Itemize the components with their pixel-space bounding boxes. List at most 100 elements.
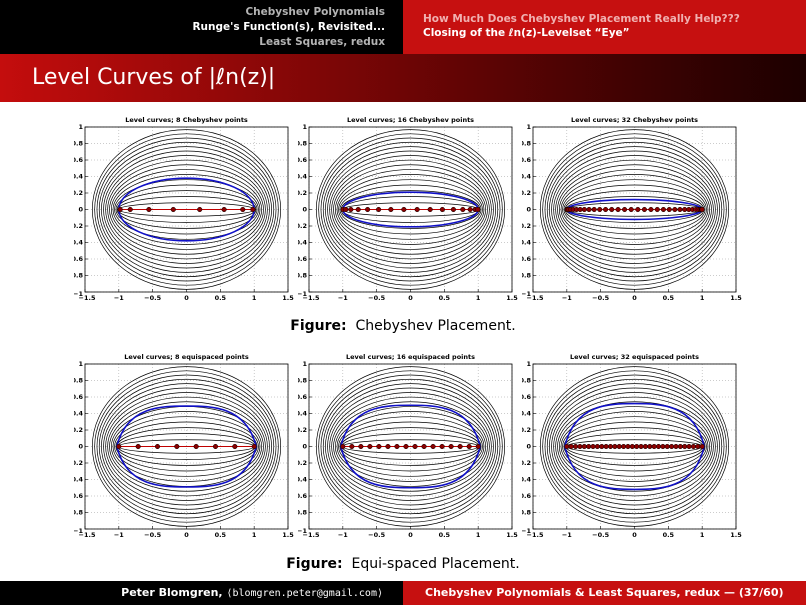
interpolation-node [376, 206, 382, 213]
x-tick-label: −0.5 [144, 294, 161, 302]
interpolation-node [450, 206, 456, 213]
interpolation-node [660, 206, 666, 213]
header-bar: Chebyshev Polynomials Runge's Function(s… [0, 0, 806, 54]
y-tick-label: −0.4 [298, 476, 307, 484]
x-tick-label: −1.5 [79, 294, 96, 302]
interpolation-node [677, 443, 683, 450]
interpolation-node [146, 206, 152, 213]
y-tick-label: −0.2 [522, 222, 531, 230]
nav-section-least-squares[interactable]: Least Squares, redux [259, 36, 385, 48]
contour-group [315, 129, 506, 290]
interpolation-node [660, 443, 666, 450]
figure-caption-text: Equi-spaced Placement. [351, 556, 520, 572]
chart-title: Level curves; 8 Chebyshev points [125, 116, 248, 124]
x-tick-label: −0.5 [592, 531, 609, 539]
interpolation-node [672, 206, 678, 213]
level-curve [557, 401, 712, 492]
x-tick-label: 0.5 [439, 531, 451, 539]
y-tick-label: 0 [78, 443, 83, 451]
interpolation-node [638, 443, 644, 450]
interpolation-node [343, 206, 349, 213]
y-tick-label: 0.6 [298, 393, 307, 401]
interpolation-node [577, 443, 583, 450]
y-tick-label: 0.4 [298, 410, 307, 418]
y-tick-label: −1 [522, 290, 531, 298]
x-tick-label: 1.5 [282, 294, 294, 302]
x-tick-label: 0.5 [663, 294, 675, 302]
level-curve [327, 387, 494, 506]
y-tick-label: 0.2 [74, 426, 83, 434]
interpolation-node [349, 443, 355, 450]
y-tick-label: −0.8 [522, 272, 531, 280]
interpolation-node [221, 206, 227, 213]
chart-cheb-32: −1.5−1−0.500.511.5−1−0.8−0.6−0.4−0.200.2… [522, 116, 742, 302]
interpolation-node [581, 443, 587, 450]
nav-subsection-eye[interactable]: Closing of the ℓn(z)-Levelset “Eye” [423, 27, 630, 39]
y-tick-label: 0.2 [522, 426, 531, 434]
y-tick-label: −0.6 [74, 492, 83, 500]
interpolation-node [673, 443, 679, 450]
y-tick-label: 0.2 [74, 189, 83, 197]
level-curve [563, 184, 706, 235]
y-tick-label: 0 [78, 206, 83, 214]
y-tick-label: 0.6 [74, 156, 83, 164]
y-tick-label: 0.6 [522, 393, 531, 401]
interpolation-node [622, 206, 628, 213]
y-tick-label: −0.2 [74, 222, 83, 230]
x-tick-label: 0 [184, 531, 189, 539]
contour-group [91, 366, 282, 527]
x-tick-label: 1.5 [506, 531, 518, 539]
level-curve [94, 370, 279, 523]
contour-group [539, 366, 730, 527]
y-tick-label: 0.8 [298, 377, 307, 385]
interpolation-node [376, 443, 382, 450]
interpolation-node [250, 206, 256, 213]
level-curve [109, 164, 264, 255]
x-tick-label: −1.5 [79, 531, 96, 539]
nav-section-runge[interactable]: Runge's Function(s), Revisited... [192, 21, 385, 33]
y-tick-label: −0.4 [74, 239, 83, 247]
interpolation-node [475, 206, 481, 213]
level-curve [318, 133, 503, 286]
interpolation-node [577, 206, 583, 213]
interpolation-node [430, 443, 436, 450]
level-curve [542, 370, 727, 523]
nav-subsection-placement[interactable]: How Much Does Chebyshev Placement Really… [423, 13, 740, 25]
level-curve [549, 383, 720, 510]
level-curve [109, 401, 264, 492]
y-tick-label: −0.2 [298, 222, 307, 230]
interpolation-node [403, 443, 409, 450]
interpolation-node [629, 443, 635, 450]
footer-course-block: Chebyshev Polynomials & Least Squares, r… [403, 581, 806, 605]
y-tick-label: 0.2 [298, 426, 307, 434]
chart-cheb-8: −1.5−1−0.500.511.5−1−0.8−0.6−0.4−0.200.2… [74, 116, 294, 302]
level-curve [96, 374, 277, 519]
y-tick-label: −0.8 [522, 509, 531, 517]
level-curve [331, 396, 490, 497]
level-curve [336, 174, 485, 245]
level-curve [333, 401, 488, 492]
y-tick-label: −0.6 [298, 255, 307, 263]
interpolation-node [651, 443, 657, 450]
figure-label: Figure: [290, 318, 347, 334]
level-curve [544, 137, 725, 282]
figure-caption-text: Chebyshev Placement. [355, 318, 516, 334]
nav-section-chebyshev[interactable]: Chebyshev Polynomials [245, 6, 385, 18]
y-tick-label: 0.8 [298, 140, 307, 148]
interpolation-node [358, 443, 364, 450]
level-curve [546, 141, 723, 278]
level-curve [338, 416, 483, 477]
level-curve [331, 159, 490, 260]
level-curve [555, 396, 714, 497]
interpolation-node [365, 206, 371, 213]
interpolation-node [467, 206, 473, 213]
x-tick-label: 0.5 [439, 294, 451, 302]
x-tick-label: −1 [562, 294, 572, 302]
footer-author: Peter Blomgren, [121, 586, 223, 599]
footer-page-number[interactable]: — (37/60) [723, 586, 784, 599]
interpolation-node [597, 206, 603, 213]
level-curve [544, 374, 725, 519]
interpolation-node [594, 443, 600, 450]
interpolation-node [654, 206, 660, 213]
y-tick-label: 1 [302, 360, 307, 368]
